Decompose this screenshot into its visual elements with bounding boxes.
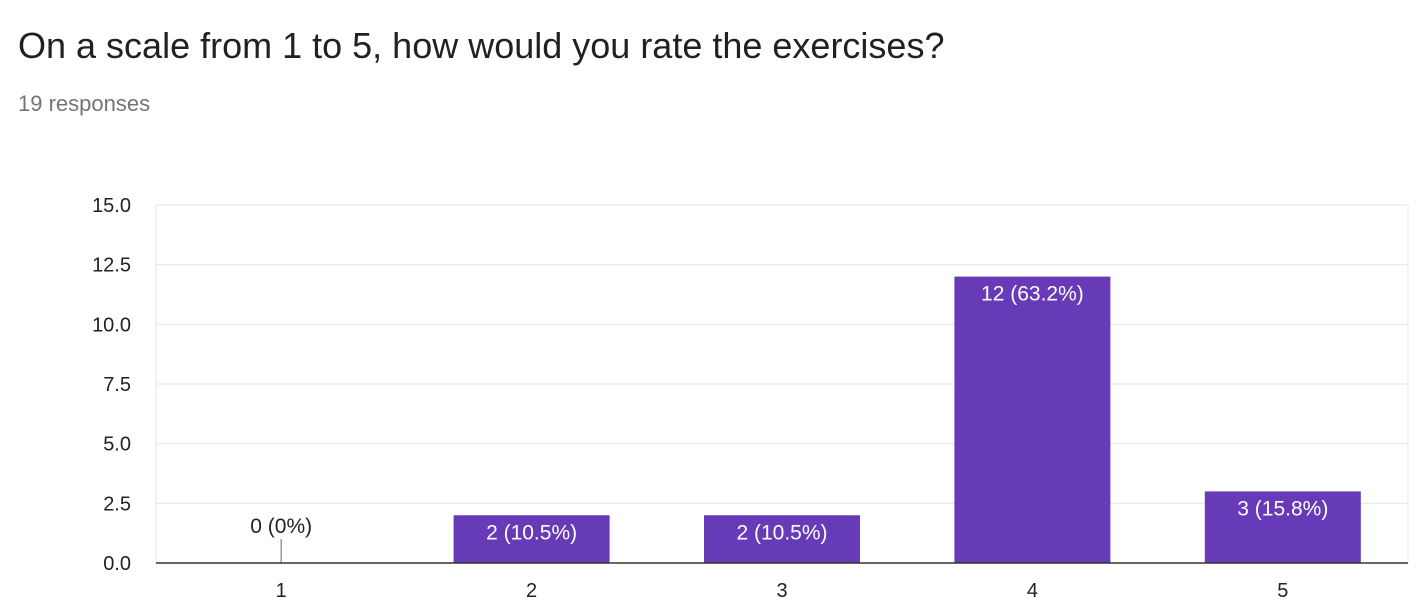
- y-tick-label: 15.0: [92, 195, 131, 217]
- x-axis-ticks: 1 2 3 4 5: [276, 580, 1289, 602]
- data-label: 2 (10.5%): [736, 521, 827, 544]
- y-tick-label: 12.5: [92, 255, 131, 277]
- question-title: On a scale from 1 to 5, how would you ra…: [18, 25, 945, 66]
- x-tick-label: 1: [276, 580, 287, 602]
- y-tick-label: 7.5: [103, 374, 131, 396]
- bar: [1204, 491, 1361, 563]
- bars: [280, 276, 1361, 563]
- y-tick-label: 0.0: [103, 553, 131, 575]
- data-label: 12 (63.2%): [981, 283, 1084, 306]
- bar: [453, 515, 610, 563]
- response-count: 19 responses: [18, 91, 151, 116]
- x-tick-label: 2: [526, 580, 537, 602]
- y-tick-label: 5.0: [103, 434, 131, 456]
- y-tick-label: 10.0: [92, 314, 131, 336]
- y-axis-ticks: 0.0 2.5 5.0 7.5 10.0 12.5 15.0: [92, 195, 131, 575]
- x-tick-label: 3: [776, 580, 787, 602]
- bar: [704, 515, 860, 563]
- x-tick-label: 5: [1277, 580, 1288, 602]
- data-label: 3 (15.8%): [1237, 497, 1328, 520]
- data-labels: 0 (0%) 2 (10.5%) 2 (10.5%) 12 (63.2%) 3 (15.…: [250, 283, 1328, 545]
- bar: [954, 276, 1111, 563]
- x-tick-label: 4: [1027, 580, 1038, 602]
- y-tick-label: 2.5: [103, 493, 131, 515]
- data-label: 2 (10.5%): [486, 521, 577, 544]
- grid-lines: [155, 204, 1409, 563]
- data-label: 0 (0%): [250, 515, 312, 538]
